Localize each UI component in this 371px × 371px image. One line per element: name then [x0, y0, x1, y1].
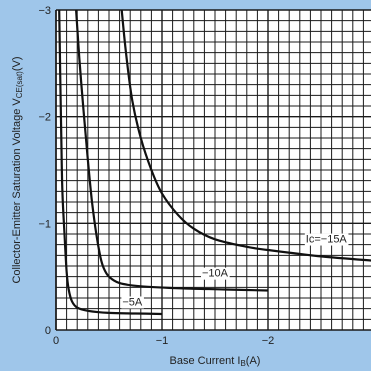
- curve-label-background: [201, 267, 230, 280]
- curves: [58, 9, 371, 316]
- y-tick-label: −2: [38, 112, 51, 124]
- y-tick-label: −1: [38, 218, 51, 230]
- curve-label-1: −5A: [122, 296, 143, 308]
- x-axis-title-main: Base Current I: [170, 355, 241, 367]
- x-axis-title-subscript: B: [240, 359, 245, 368]
- curve-label-background: [304, 233, 349, 246]
- curve-label-3: Ic=−15A: [306, 234, 348, 246]
- y-axis-title-subscript: CE(sat): [15, 71, 24, 98]
- x-axis-title: Base Current IB(A): [170, 355, 261, 368]
- y-tick-label: 0: [45, 325, 51, 337]
- curve-label-2: −10A: [202, 268, 229, 280]
- x-tick-label: 0: [53, 335, 59, 347]
- x-tick-label: −2: [262, 335, 275, 347]
- curve-labels: −5A −10A Ic=−15A: [121, 233, 349, 309]
- series-line-1: [58, 9, 163, 316]
- x-tick-labels: 0−1−2−: [53, 335, 371, 347]
- x-axis-title-unit: (A): [246, 355, 261, 367]
- y-tick-label: −3: [38, 5, 51, 17]
- series-line-3: [120, 9, 371, 262]
- y-axis-title-unit: (V): [11, 56, 23, 71]
- y-tick-labels: 0 −1 −2 −3: [38, 5, 51, 337]
- x-tick-label: −1: [156, 335, 169, 347]
- curve-label-background: [121, 296, 144, 309]
- y-axis-title-main: Collector-Emitter Saturation Voltage V: [11, 98, 23, 284]
- series-line-2: [75, 9, 269, 292]
- y-axis-title: Collector-Emitter Saturation Voltage VCE…: [11, 56, 24, 283]
